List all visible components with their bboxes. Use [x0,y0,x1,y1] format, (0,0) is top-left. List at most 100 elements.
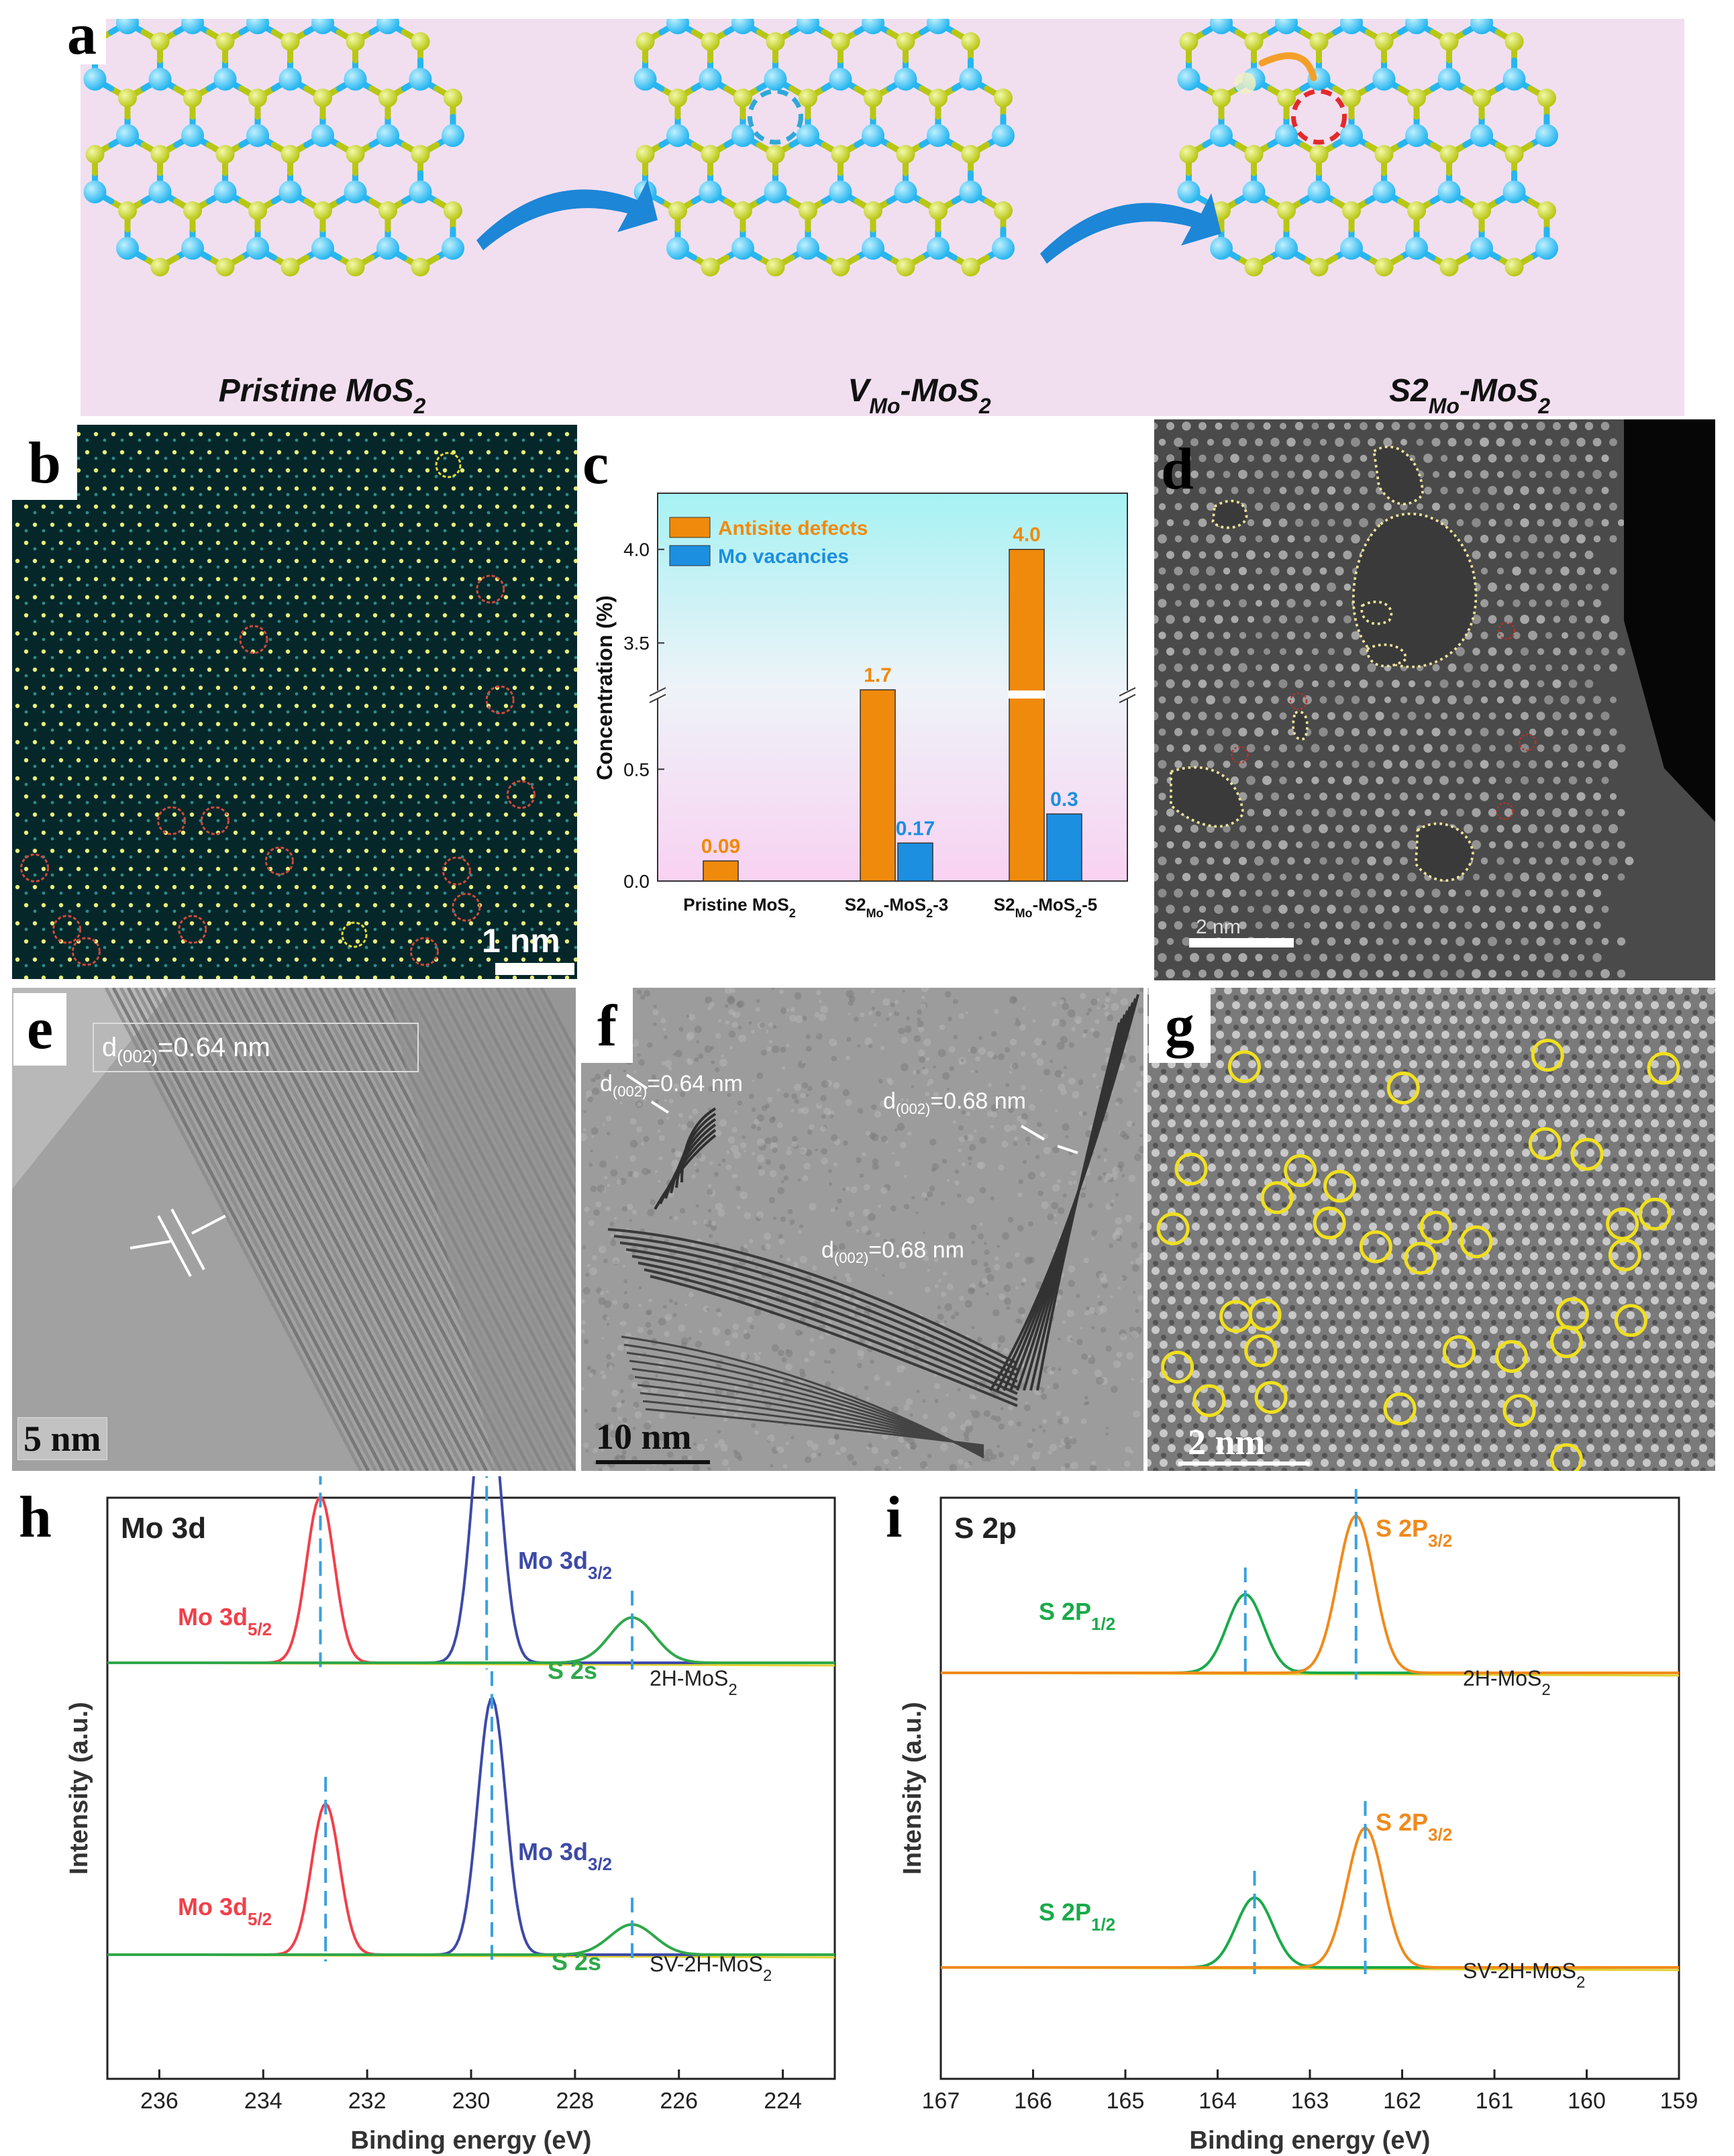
atom-spot [155,438,159,442]
atom-spot [1561,728,1569,736]
atom-spot [215,576,221,582]
atom-spot [565,710,569,714]
atom-spot [1504,615,1513,624]
atom-spot [190,619,194,623]
atom-spot [1544,695,1553,705]
atom-spot [1456,454,1464,462]
atom-spot [1504,486,1513,495]
atom-spot [469,692,473,696]
atom-spot [111,758,116,763]
atom-spot [1400,889,1408,897]
atom-spot [303,576,308,582]
arrow-2 [1040,193,1221,264]
atom-spot [23,721,29,727]
atom-spot [1512,824,1521,833]
atom-spot [320,468,325,473]
lattice-fringe [156,988,415,1471]
atom-spot [495,504,500,509]
atom-spot [1206,470,1215,479]
atom-spot [1504,905,1513,913]
atom-spot [1166,486,1174,495]
atom-spot [1270,438,1280,447]
atom-spot [329,873,334,877]
atom-spot [1423,743,1433,753]
atom-spot [1544,953,1553,962]
atom-spot [329,945,334,949]
atom-spot [1392,937,1400,945]
s-atom [961,32,980,51]
atom-spot [1448,470,1456,478]
atom-spot [1270,792,1280,801]
atom-spot [416,921,421,926]
atom-spot [59,565,63,569]
atom-spot [119,921,125,926]
atom-spot [1351,856,1360,866]
atom-spot [1335,663,1344,672]
atom-spot [565,746,569,750]
atom-spot [556,547,560,551]
atom-spot [268,964,272,968]
atom-spot [434,776,439,781]
noise-speck [954,1311,960,1317]
atom-spot [1360,841,1368,849]
atom-spot [41,613,46,618]
mo-atom [1242,181,1266,203]
atom-spot [373,891,377,895]
atom-spot [251,710,255,714]
atom-spot [1360,809,1368,817]
noise-speck [678,1324,686,1332]
atom-spot [1408,970,1416,978]
atom-spot [1190,953,1199,962]
atom-spot [42,601,46,605]
atom-spot [320,830,325,835]
noise-speck [1023,1278,1027,1282]
noise-speck [993,1009,999,1015]
atom-spot [321,891,325,895]
atom-spot [312,583,316,587]
atom-spot [1448,889,1456,897]
noise-speck [718,1163,721,1166]
antisite-circle [264,846,294,876]
atom-spot [1609,438,1617,446]
atom-spot [155,764,159,768]
atom-spot [460,649,465,654]
atom-spot [1561,954,1569,962]
atom-spot [1286,502,1296,511]
atom-spot [356,964,360,968]
atom-spot [355,866,360,872]
noise-speck [664,1060,672,1068]
atom-spot [1343,776,1352,785]
atom-spot [548,637,552,641]
atom-spot [276,703,282,709]
atom-spot [320,576,325,582]
atom-spot [407,649,413,654]
mo-atom [926,237,950,260]
atom-spot [1158,856,1167,866]
atom-spot [137,812,142,817]
atom-spot [207,558,212,564]
noise-speck [815,1148,818,1151]
mo-atom [376,237,399,260]
noise-speck [679,1208,686,1214]
noise-speck [591,1127,599,1135]
atom-spot [478,529,482,533]
atom-spot [468,848,474,854]
atom-spot [33,764,37,768]
atom-spot [1528,824,1537,833]
atom-spot [521,656,525,660]
atom-spot [285,794,291,799]
noise-speck [590,1185,597,1192]
atom-spot [1553,648,1561,656]
atom-spot [1576,888,1586,898]
atom-spot [408,746,412,750]
atom-spot [23,540,29,546]
atom-spot [207,692,211,696]
atom-spot [129,493,133,497]
atom-spot [198,758,203,763]
atom-spot [1431,438,1441,447]
atom-spot [251,855,255,859]
mo-atom [1405,19,1428,34]
atom-spot [391,529,395,533]
noise-speck [582,1245,586,1249]
noise-speck [657,1129,661,1133]
